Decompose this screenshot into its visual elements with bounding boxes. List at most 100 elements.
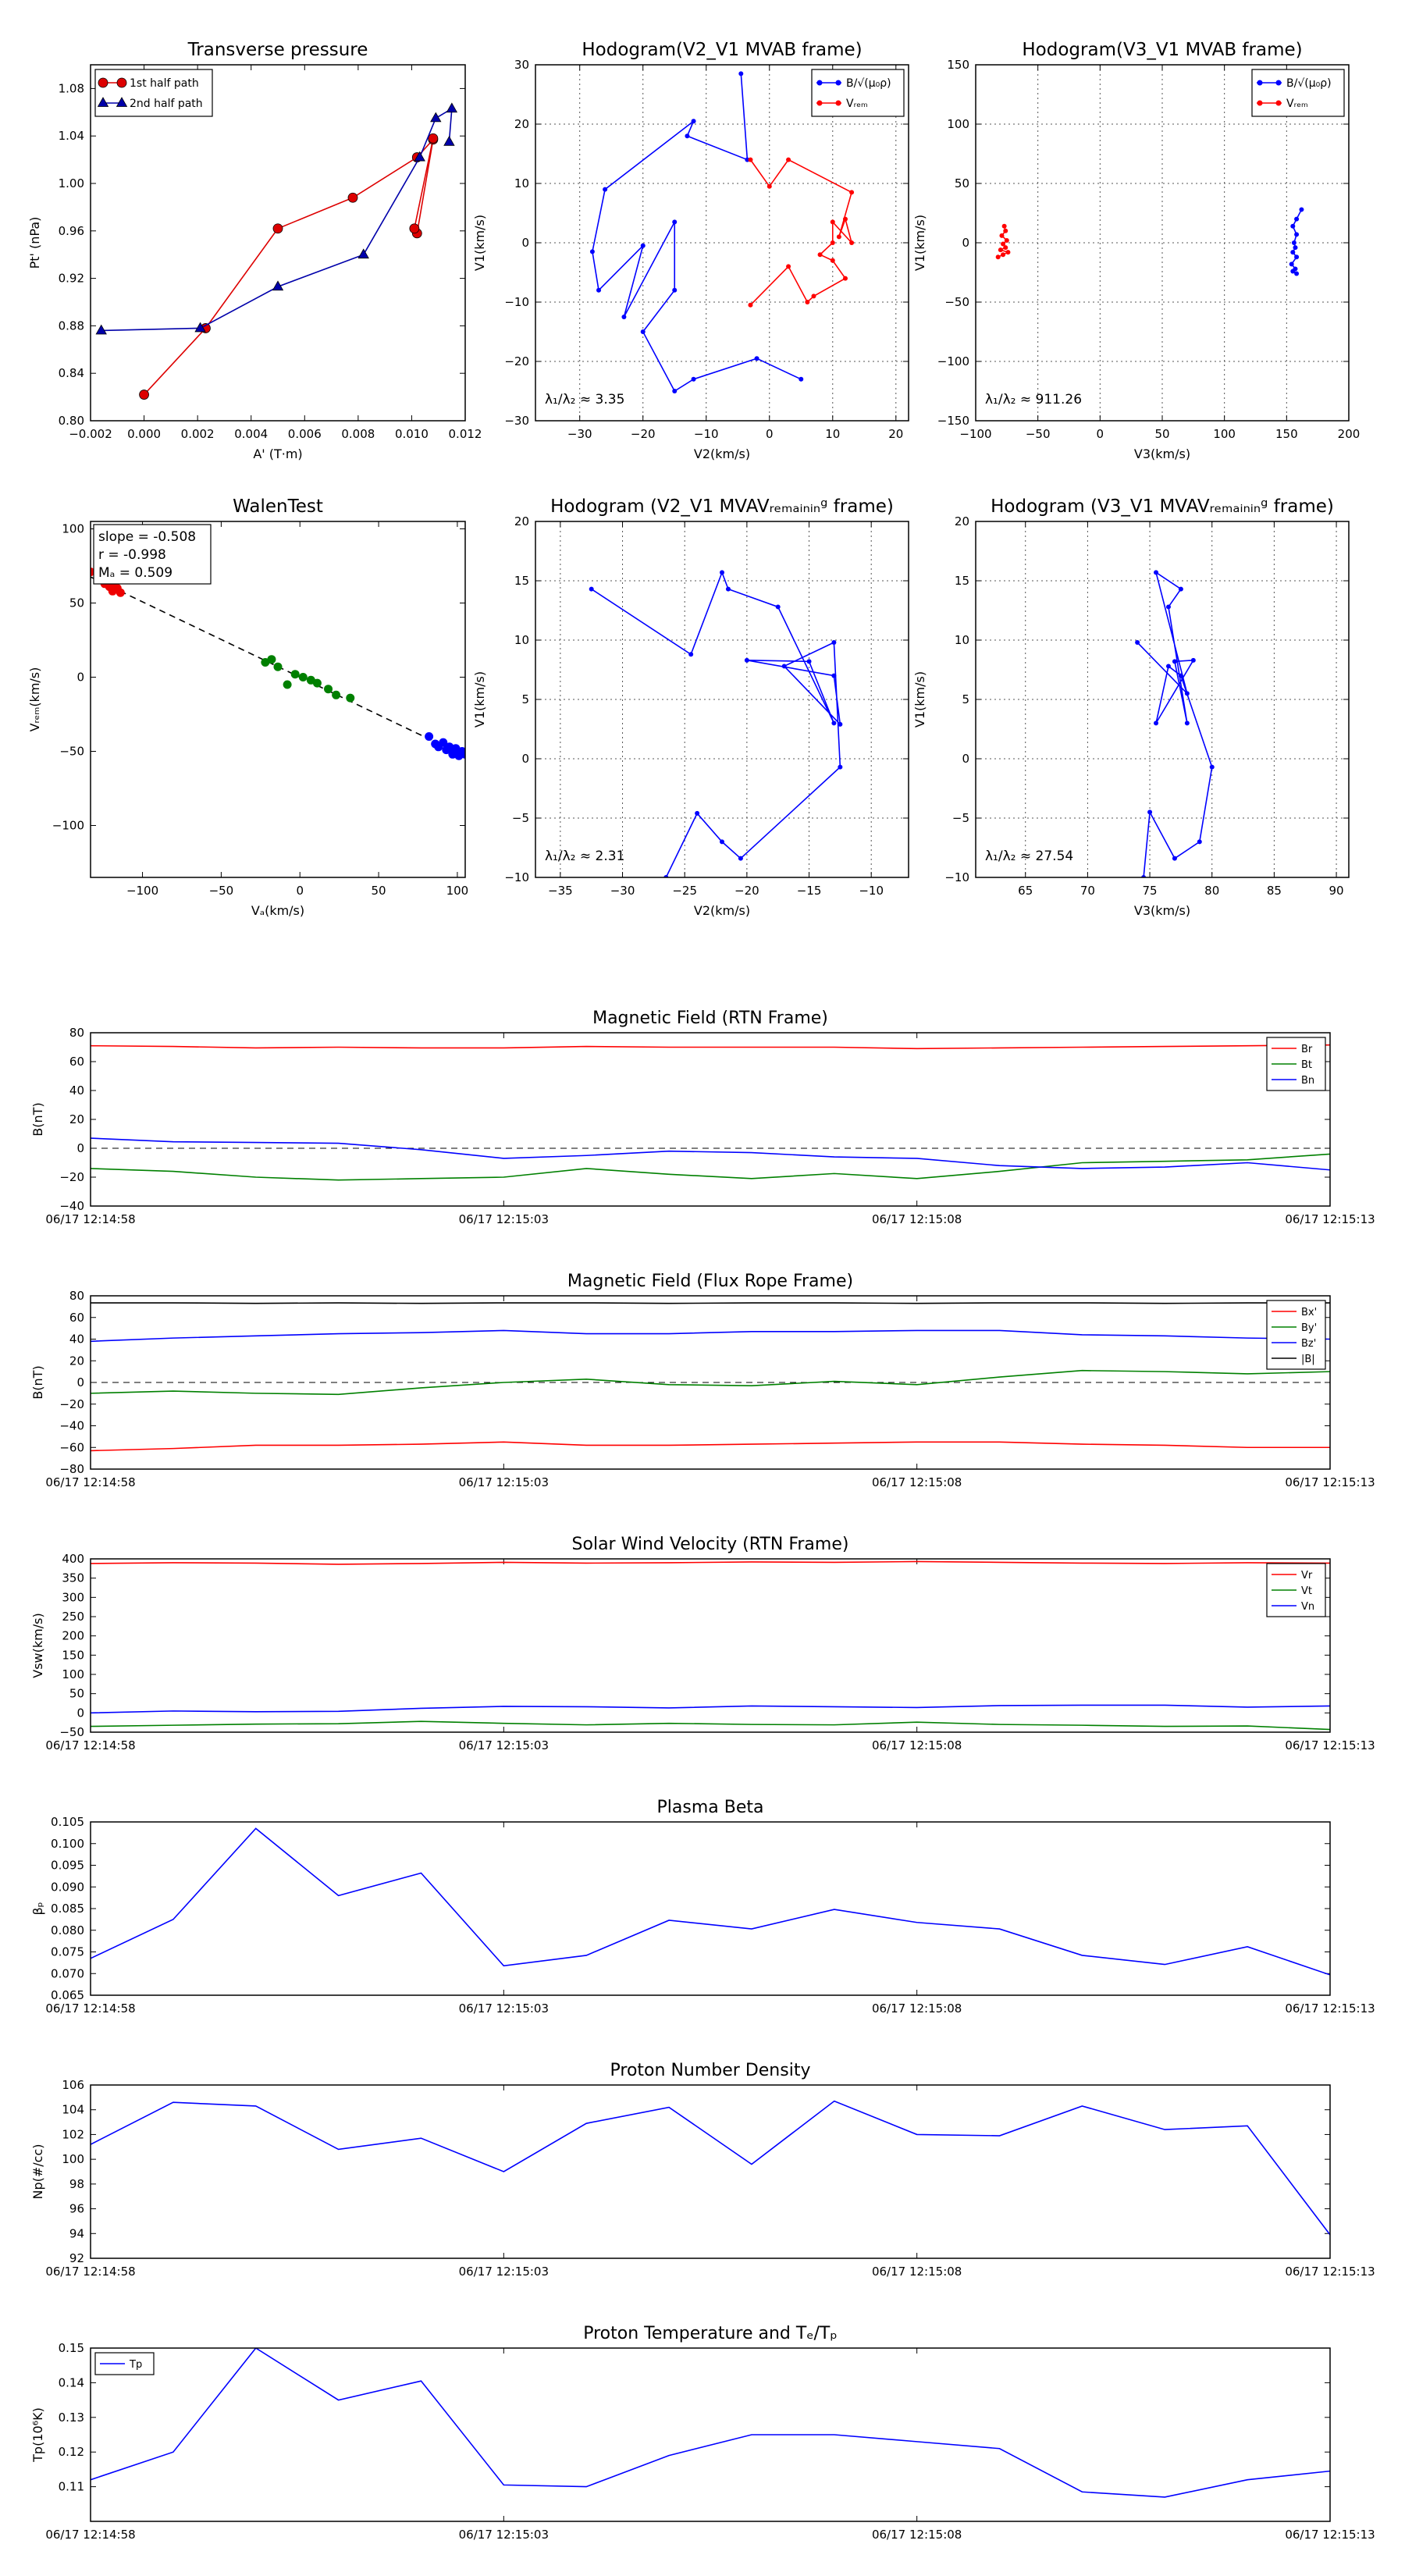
plot-area — [91, 568, 465, 760]
legend-marker — [98, 77, 108, 88]
y-tick-label: −20 — [59, 1170, 84, 1184]
legend-label: Bt — [1301, 1059, 1312, 1071]
data-point — [273, 662, 283, 671]
data-point — [748, 302, 753, 308]
x-tick-label: 06/17 12:14:58 — [45, 2001, 135, 2016]
y-tick-label: 92 — [69, 2251, 84, 2265]
y-tick-label: −5 — [952, 811, 969, 825]
y-tick-label: 100 — [62, 1667, 84, 1681]
x-tick-label: 06/17 12:14:58 — [45, 1475, 135, 1489]
data-point — [621, 315, 627, 319]
x-axis-label: V2(km/s) — [694, 903, 750, 918]
data-point — [283, 680, 292, 689]
chart-title: Proton Number Density — [610, 2061, 811, 2080]
y-tick-label: 40 — [69, 1083, 84, 1098]
y-tick-label: 15 — [955, 574, 969, 588]
data-point — [1165, 604, 1171, 610]
data-point — [461, 749, 465, 759]
data-point — [272, 223, 283, 234]
y-tick-label: −80 — [59, 1462, 84, 1476]
legend-label: By' — [1301, 1322, 1317, 1334]
plot-area — [589, 570, 843, 877]
data-point — [194, 322, 206, 333]
x-axis-label: V3(km/s) — [1134, 903, 1190, 918]
y-tick-label: 0 — [76, 1706, 84, 1720]
axes-frame — [90, 1295, 1331, 1470]
data-point — [332, 690, 341, 699]
chart-h1: −30 −20 −10 0 10 20 −30 −20 −10 0 10 20 30 Hodogram(V… — [472, 40, 909, 461]
series-line-Vt — [91, 1720, 1330, 1731]
data-point — [1294, 254, 1300, 260]
data-point — [720, 570, 724, 575]
y-tick-label: −30 — [504, 414, 529, 428]
data-point — [1184, 720, 1190, 726]
x-tick-label: −25 — [672, 884, 697, 898]
series-line-Bt — [91, 1153, 1330, 1181]
x-tick-label: −10 — [859, 884, 884, 898]
series-line-V — [591, 571, 841, 877]
y-tick-label: −10 — [504, 870, 529, 884]
x-tick-label: 75 — [1143, 884, 1158, 898]
y-tick-label: 5 — [521, 692, 529, 706]
y-tick-label: 200 — [62, 1629, 84, 1643]
x-tick-label: 06/17 12:15:03 — [459, 2528, 549, 2542]
legend-label: B/√(μ₀ρ) — [1286, 77, 1332, 90]
y-tick-label: 0.080 — [51, 1923, 84, 1937]
x-tick-label: 50 — [1154, 427, 1169, 441]
x-tick-label: 100 — [446, 884, 469, 898]
chart-title: Proton Temperature and Tₑ/Tₚ — [583, 2324, 838, 2343]
plot-area — [95, 102, 458, 400]
data-point — [720, 839, 724, 845]
x-tick-label: 0.004 — [234, 427, 268, 441]
legend-label: Vn — [1301, 1601, 1314, 1613]
axes-frame — [975, 521, 1350, 878]
data-point — [1178, 586, 1183, 592]
data-point — [849, 190, 855, 195]
y-tick-label: 0 — [962, 236, 969, 250]
y-axis-label: B(nT) — [30, 1102, 45, 1136]
data-point — [640, 329, 646, 334]
axes-frame — [90, 521, 466, 878]
data-point — [799, 376, 804, 382]
chart-tpt: 06/17 12:14:58 06/17 12:15:03 06/17 12:15:… — [30, 2324, 1375, 2542]
data-point — [691, 119, 696, 124]
series-line-Np — [91, 2100, 1330, 2236]
y-tick-label: 0.92 — [59, 272, 84, 286]
data-point — [831, 673, 837, 678]
y-tick-label: 0.84 — [59, 366, 84, 380]
x-tick-label: 06/17 12:15:13 — [1285, 1738, 1375, 1752]
x-tick-label: 50 — [372, 884, 386, 898]
plot-area — [91, 1302, 1330, 1452]
legend-box — [1251, 69, 1345, 117]
data-point — [831, 640, 837, 646]
legend-label: 1st half path — [130, 77, 199, 90]
x-tick-label: 06/17 12:14:58 — [45, 1738, 135, 1752]
x-axis-label: V3(km/s) — [1134, 447, 1190, 461]
x-tick-label: 0.012 — [449, 427, 482, 441]
x-tick-label: 65 — [1018, 884, 1033, 898]
chart-wt: −100 −50 0 50 100 −100 −50 0 50 100 WalenTest Vₐ(km… — [27, 496, 469, 918]
y-tick-label: 0.090 — [51, 1880, 84, 1894]
series-line-Bn — [91, 1137, 1330, 1171]
y-tick-label: −100 — [937, 354, 969, 368]
data-point — [1147, 809, 1153, 815]
data-point — [1135, 640, 1140, 646]
y-axis-label: βₚ — [30, 1902, 45, 1915]
y-tick-label: 0 — [76, 671, 84, 685]
data-point — [838, 764, 843, 770]
data-point — [443, 135, 455, 146]
y-axis-label: V1(km/s) — [912, 215, 927, 271]
series-line-V — [1136, 571, 1213, 877]
data-point — [849, 240, 855, 245]
axes-frame — [90, 64, 466, 422]
y-tick-label: 50 — [955, 176, 969, 190]
data-point — [1184, 691, 1190, 696]
y-tick-label: 15 — [514, 574, 529, 588]
y-tick-label: −40 — [59, 1199, 84, 1213]
x-tick-label: 0.010 — [395, 427, 429, 441]
y-tick-label: 0.96 — [59, 224, 84, 238]
x-tick-label: 06/17 12:15:13 — [1285, 2001, 1375, 2016]
y-tick-label: −60 — [59, 1440, 84, 1454]
y-tick-label: 0.065 — [51, 1988, 84, 2002]
